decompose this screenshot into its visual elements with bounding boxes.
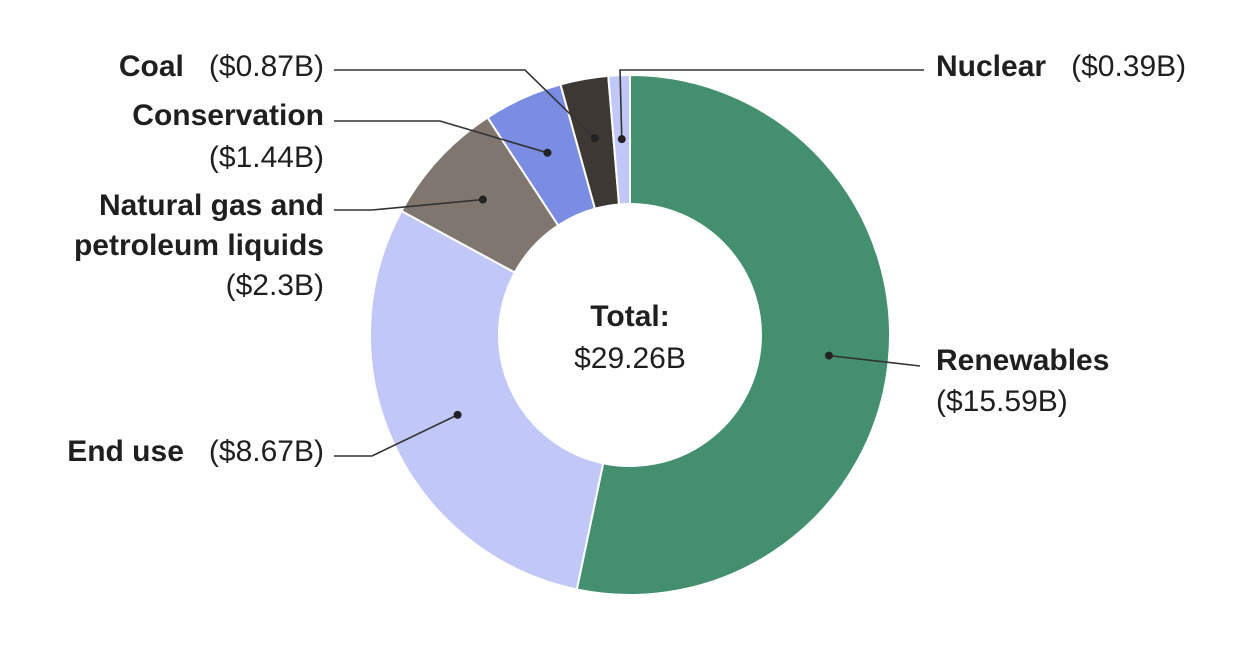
label-natural-gas-line2: petroleum liquids	[74, 229, 324, 262]
label-renewables-name: Renewables	[936, 344, 1109, 377]
label-natural-gas-value: ($2.3B)	[226, 269, 324, 302]
leader-line-renewables	[828, 354, 921, 367]
leader-dot-natural-gas-and-petroleum-liquids	[478, 195, 487, 204]
label-end-use-value: ($8.67B)	[209, 435, 324, 468]
leader-line-conservation	[334, 120, 548, 154]
label-coal-value: ($0.87B)	[209, 50, 324, 83]
donut-slices	[369, 73, 891, 596]
label-conservation-name: Conservation	[132, 99, 324, 132]
leader-line-end-use	[334, 414, 458, 457]
label-coal: Coal ($0.87B)	[119, 50, 324, 83]
leader-dot-nuclear	[617, 135, 626, 144]
leader-line-coal	[334, 69, 596, 139]
center-total-value: $29.26B	[574, 342, 686, 375]
leader-lines	[334, 69, 924, 457]
label-natural-gas-line1: Natural gas and	[99, 189, 324, 222]
leader-dot-coal	[590, 134, 599, 143]
leader-line-nuclear	[619, 69, 924, 140]
label-end-use-name: End use	[67, 435, 184, 468]
label-nuclear-value: ($0.39B)	[1071, 50, 1186, 83]
label-conservation-value: ($1.44B)	[209, 141, 324, 174]
leader-dot-renewables	[824, 351, 833, 360]
label-nuclear-name: Nuclear	[936, 50, 1046, 83]
leader-dot-conservation	[543, 148, 552, 157]
label-coal-name: Coal	[119, 50, 184, 83]
leader-line-natural-gas-and-petroleum-liquids	[334, 198, 483, 211]
center-total-title: Total:	[590, 300, 669, 333]
leader-dot-end-use	[453, 410, 462, 419]
label-nuclear: Nuclear ($0.39B)	[936, 50, 1186, 83]
label-renewables-value: ($15.59B)	[936, 385, 1068, 418]
slice-renewables	[575, 73, 891, 596]
slice-end-use	[369, 209, 605, 591]
label-end-use: End use ($8.67B)	[67, 435, 324, 468]
